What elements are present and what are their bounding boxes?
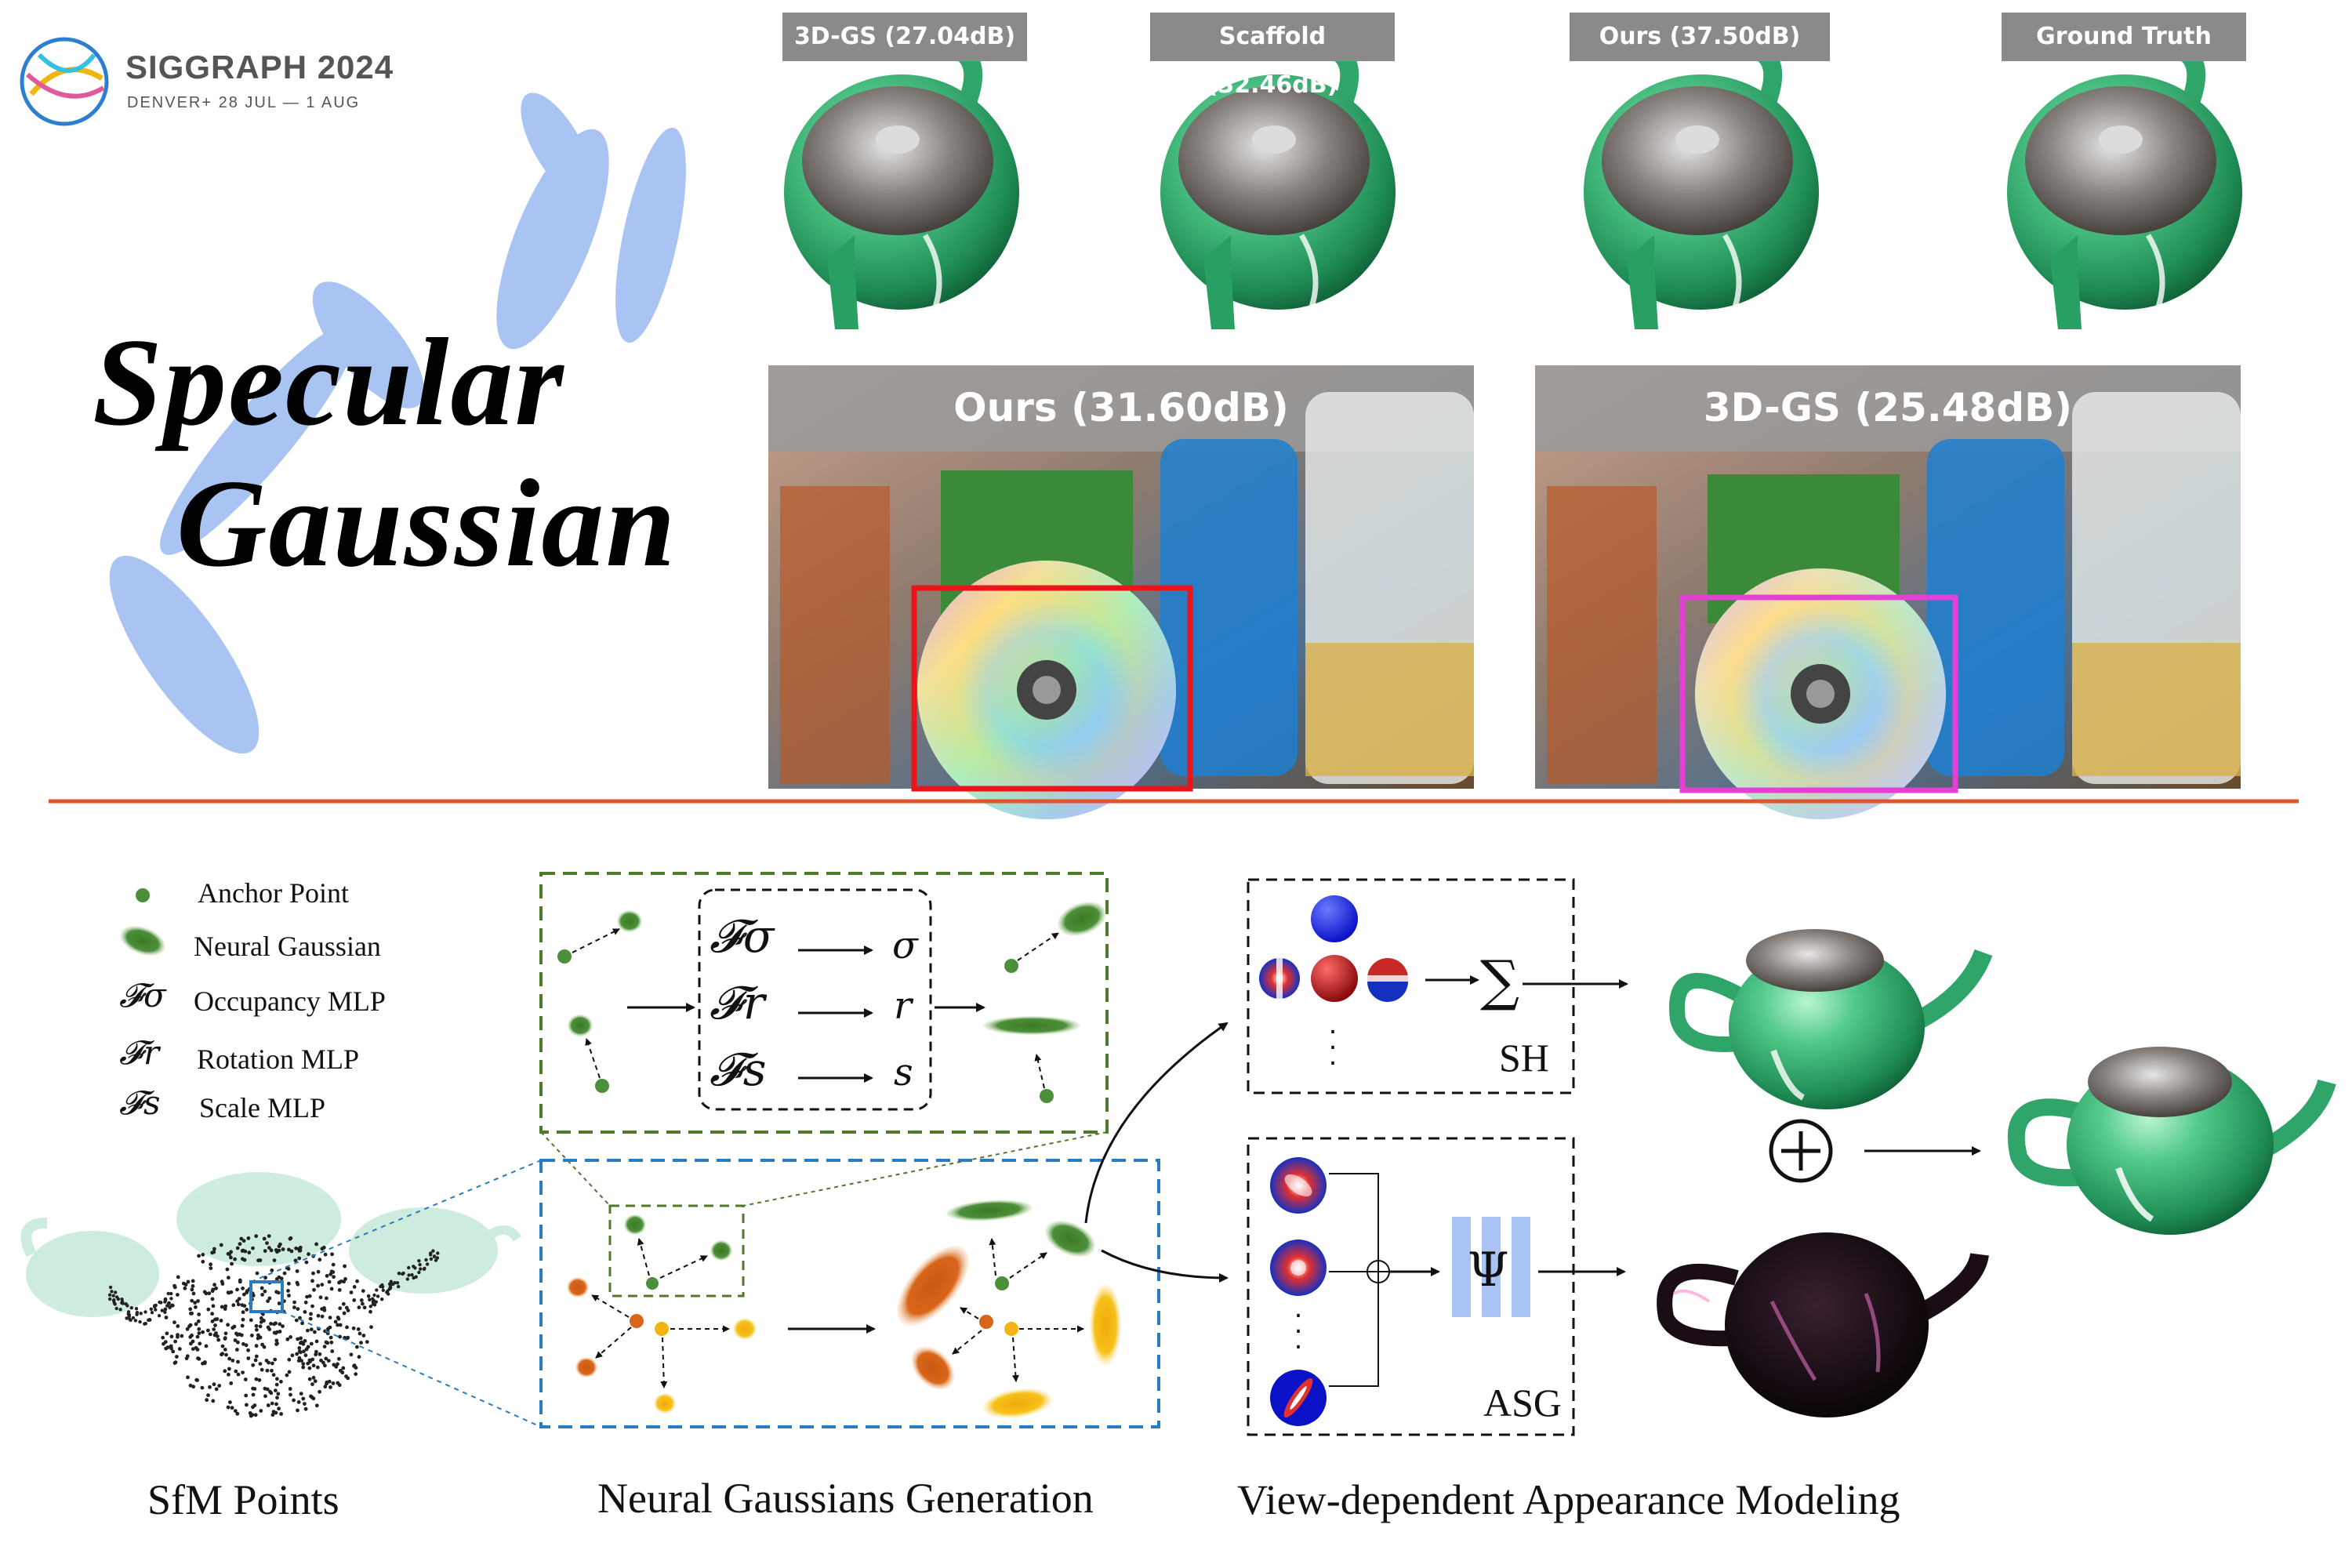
svg-text:.: . <box>1329 1025 1338 1056</box>
final-teapot-render <box>2007 1047 2336 1235</box>
mlp-fn-scale: 𝓕s <box>710 1043 767 1096</box>
mlp-fn-rotation: 𝓕r <box>710 976 765 1029</box>
mlp-inner-box <box>698 888 932 1111</box>
svg-text:.: . <box>1294 1324 1303 1356</box>
mlp-output-gaussians <box>983 902 1106 1103</box>
generation-right-cluster <box>896 1200 1121 1418</box>
anchor-dot-icon <box>136 888 150 902</box>
top-teapot-3 <box>1584 38 1819 329</box>
anchor-zoom-box <box>608 1204 745 1298</box>
teapot-label-ours: Ours (37.50dB) <box>1570 13 1830 61</box>
mlp-out-s: s <box>894 1051 913 1094</box>
legend-neural-gaussian: Neural Gaussian <box>194 931 381 962</box>
asg-mlp-symbol: Ψ <box>1468 1243 1509 1298</box>
sh-label: SH <box>1499 1036 1549 1080</box>
mlp-arrows <box>798 946 873 1083</box>
top-teapot-4 <box>2007 38 2242 329</box>
generation-left-cluster <box>567 1214 757 1414</box>
teapot-label-scaffold: Scaffold (32.46dB) <box>1150 13 1395 99</box>
svg-text:.: . <box>1329 1040 1338 1072</box>
photo-label-ours: Ours (31.60dB) <box>953 385 1289 430</box>
sh-sum-symbol: ∑ <box>1480 949 1519 1013</box>
legend-scale-mlp: Scale MLP <box>199 1092 325 1123</box>
top-teapot-1 <box>784 38 1019 329</box>
decorative-petals <box>109 93 686 754</box>
plus-symbol-icon <box>1769 1119 1833 1183</box>
legend-symbol-scale: 𝓕s <box>119 1083 161 1122</box>
siggraph-logo-icon <box>20 37 109 126</box>
asg-label: ASG <box>1483 1381 1563 1425</box>
mlp-fn-occupancy: 𝓕σ <box>710 909 775 963</box>
legend-anchor-point: Anchor Point <box>198 877 349 909</box>
mlp-input-anchors <box>557 910 642 1093</box>
mlp-out-r: r <box>894 984 912 1028</box>
svg-text:.: . <box>1294 1293 1303 1324</box>
mlp-detail-box <box>539 872 1109 1134</box>
real-scene-photo-ours <box>768 365 1474 819</box>
asg-mlp-icon <box>1452 1217 1530 1317</box>
paper-title-line1: Specular <box>93 312 565 452</box>
sh-teapot-render <box>1669 929 1993 1109</box>
sfm-point-cloud <box>20 1160 542 1428</box>
photo-label-3dgs: 3D-GS (25.48dB) <box>1703 385 2073 430</box>
caption-appearance-modeling: View-dependent Appearance Modeling <box>1237 1476 1900 1523</box>
asg-box <box>1247 1137 1575 1436</box>
svg-text:.: . <box>1294 1308 1303 1340</box>
legend-rotation-mlp: Rotation MLP <box>197 1044 360 1075</box>
sh-basis-spheres: . . . <box>1259 895 1408 1072</box>
sh-box <box>1247 878 1575 1094</box>
teapot-label-3dgs: 3D-GS (27.04dB) <box>782 13 1027 61</box>
teapot-label-ground-truth: Ground Truth <box>2002 13 2246 61</box>
neural-gaussian-icon <box>120 926 165 956</box>
paper-title-line2: Gaussian <box>176 453 677 593</box>
svg-text:.: . <box>1329 1009 1338 1040</box>
real-scene-photo-3dgs <box>1535 365 2241 819</box>
caption-sfm-points: SfM Points <box>147 1476 339 1523</box>
conference-name: SIGGRAPH 2024 <box>125 49 394 85</box>
top-teapot-2 <box>1160 38 1396 329</box>
legend-symbol-occupancy: 𝓕σ <box>119 976 166 1014</box>
asg-lobes: . . . <box>1270 1157 1327 1426</box>
legend-occupancy-mlp: Occupancy MLP <box>194 985 386 1017</box>
neural-gaussians-generation-box <box>539 1159 1160 1428</box>
legend-symbol-rotation: 𝓕r <box>119 1033 160 1072</box>
asg-teapot-render <box>1657 1232 1989 1417</box>
mlp-out-sigma: σ <box>892 924 918 967</box>
conference-location-date: DENVER+ 28 JUL — 1 AUG <box>127 94 361 111</box>
caption-neural-gaussians-generation: Neural Gaussians Generation <box>597 1475 1094 1522</box>
teapot-comparison-renders <box>784 38 2242 329</box>
